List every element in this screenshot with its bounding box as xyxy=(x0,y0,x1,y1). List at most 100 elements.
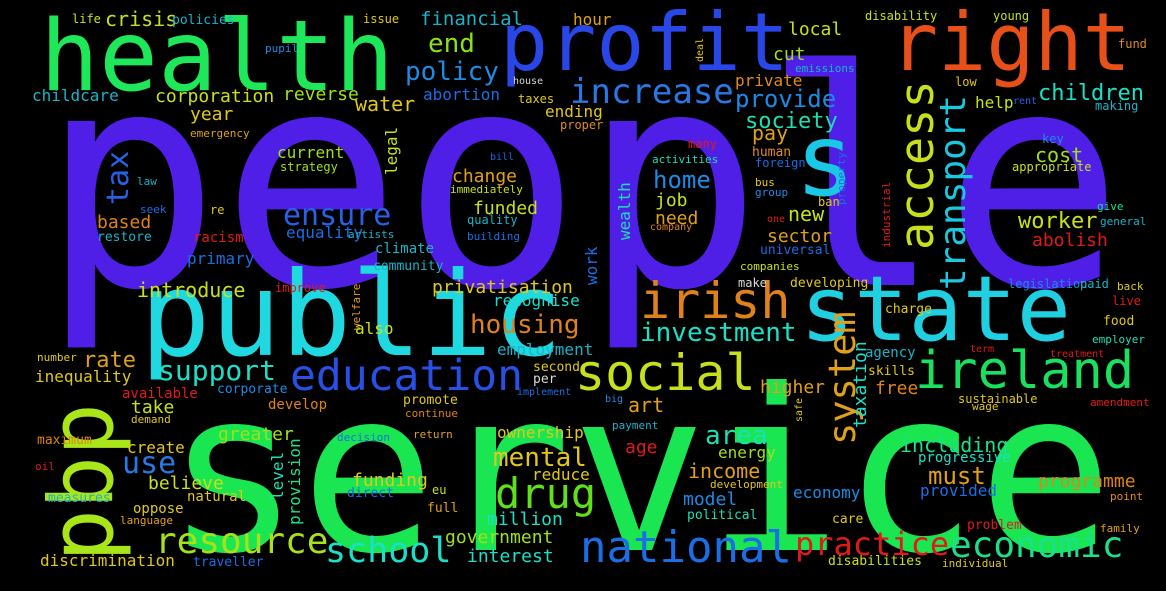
word: taxation xyxy=(850,341,871,428)
word: issue xyxy=(363,12,399,26)
word: promote xyxy=(403,393,458,408)
word: sector xyxy=(767,226,832,247)
word: life xyxy=(72,12,101,26)
word: term xyxy=(970,344,994,355)
word: companies xyxy=(740,260,800,273)
word: mental xyxy=(493,443,587,473)
word: practice xyxy=(795,525,949,563)
word: provision xyxy=(285,438,304,525)
word: create xyxy=(127,438,185,457)
word: financial xyxy=(420,8,523,30)
word: making xyxy=(1095,99,1138,113)
word: family xyxy=(1100,522,1140,535)
word: social xyxy=(575,344,756,402)
word: abortion xyxy=(423,85,500,104)
word: low xyxy=(955,75,977,89)
word: safe xyxy=(794,398,805,422)
word: appropriate xyxy=(1012,160,1091,174)
word: provide xyxy=(735,85,836,113)
word: pbp xyxy=(30,403,133,562)
word: progressive xyxy=(918,450,1011,466)
word: reverse xyxy=(283,84,359,105)
word: continue xyxy=(405,407,458,420)
word: take xyxy=(131,397,174,418)
word: state xyxy=(800,257,1071,362)
word: immediately xyxy=(450,183,523,196)
word: policies xyxy=(172,13,235,28)
word: big xyxy=(605,394,623,405)
word: public xyxy=(140,246,563,383)
word: school xyxy=(325,531,451,571)
word: language xyxy=(120,514,173,527)
word: measures xyxy=(48,491,111,506)
word: development xyxy=(710,478,783,491)
word: policy xyxy=(405,57,499,87)
word: higher xyxy=(760,377,825,398)
word: taxes xyxy=(518,92,554,106)
word: amendment xyxy=(1090,396,1150,409)
word: resource xyxy=(155,521,328,562)
word: developing xyxy=(790,276,868,291)
word: develop xyxy=(268,397,327,413)
word: access xyxy=(890,80,945,250)
word: human xyxy=(752,145,791,160)
word: paid xyxy=(1080,277,1109,291)
word: transport xyxy=(933,95,974,290)
word: must xyxy=(928,462,986,490)
word: quality xyxy=(467,213,518,227)
word: fund xyxy=(1118,37,1147,51)
word: improve xyxy=(275,281,326,295)
word: available xyxy=(122,386,198,402)
word: universal xyxy=(760,243,830,258)
word: deal xyxy=(695,38,706,62)
word: work xyxy=(582,246,601,285)
word: provided xyxy=(920,481,997,500)
word: reduce xyxy=(532,465,590,484)
word: housing xyxy=(470,310,580,340)
word: level xyxy=(268,452,287,500)
word: house xyxy=(513,76,543,87)
word: bus xyxy=(755,176,775,189)
word: s xyxy=(795,102,855,219)
word: climate xyxy=(375,241,434,257)
word: key xyxy=(1042,132,1064,146)
word: society xyxy=(745,109,838,134)
word: including xyxy=(900,433,1008,457)
word: corporate xyxy=(217,382,288,397)
word: art xyxy=(628,393,664,417)
word: restore xyxy=(97,230,152,245)
word: direct xyxy=(347,486,394,501)
word: economy xyxy=(793,483,861,502)
word: disability xyxy=(865,9,937,23)
word: ending xyxy=(545,102,603,121)
word: free xyxy=(875,378,918,399)
word: traveller xyxy=(193,555,264,570)
word: foreign xyxy=(755,156,806,170)
word: oppose xyxy=(133,501,184,517)
word: programme xyxy=(1038,471,1136,492)
word: rent xyxy=(1013,96,1037,107)
word: private xyxy=(735,71,802,90)
word: water xyxy=(355,92,415,116)
word: artists xyxy=(348,228,394,241)
word: funded xyxy=(473,198,538,219)
word: treatment xyxy=(1050,349,1104,360)
word: right xyxy=(890,0,1131,89)
word: people xyxy=(40,7,1124,356)
word: strategy xyxy=(280,160,338,174)
word: many xyxy=(688,137,717,151)
word: sustainable xyxy=(958,392,1037,406)
word: live xyxy=(1112,294,1141,308)
word: government xyxy=(445,527,553,548)
word: natural xyxy=(187,489,246,505)
word: home xyxy=(653,166,711,194)
word: point xyxy=(1110,490,1143,503)
word: service xyxy=(165,342,1113,591)
word: help xyxy=(975,93,1014,112)
word: young xyxy=(993,9,1029,23)
word: return xyxy=(413,428,453,441)
word: age xyxy=(625,437,658,458)
word: charge xyxy=(885,302,932,317)
word: new xyxy=(788,202,825,226)
word: system xyxy=(821,311,864,445)
